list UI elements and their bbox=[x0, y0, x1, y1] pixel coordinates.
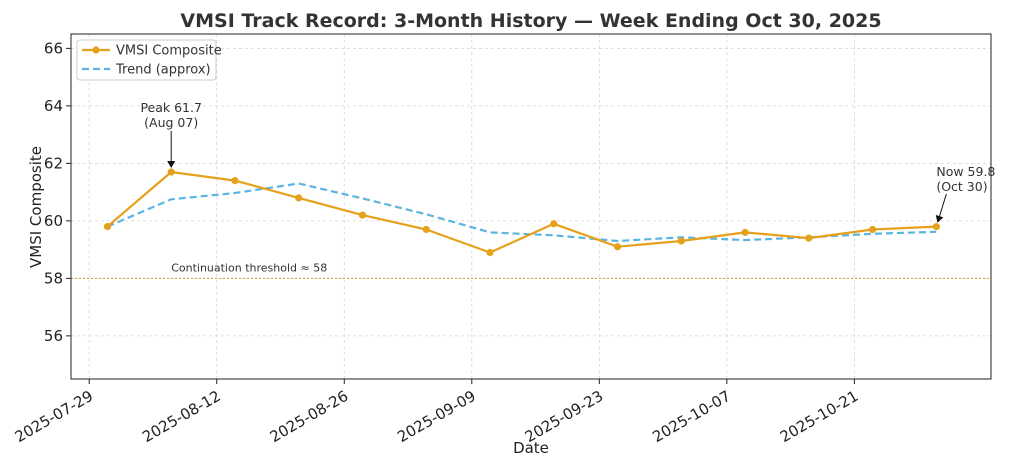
data-point bbox=[295, 194, 303, 202]
annotation-label: Now 59.8 bbox=[936, 164, 995, 179]
data-point bbox=[103, 223, 112, 231]
chart-title: VMSI Track Record: 3-Month History — Wee… bbox=[180, 10, 881, 32]
data-point bbox=[358, 211, 367, 219]
x-tick-label: 2025-08-12 bbox=[139, 387, 224, 446]
annotation-label: Peak 61.7 bbox=[140, 100, 202, 115]
y-tick-label: 64 bbox=[44, 97, 63, 115]
series-line bbox=[106, 182, 937, 243]
annotations: Peak 61.7(Aug 07) Now 59.8(Oct 30) bbox=[140, 100, 995, 223]
data-point bbox=[805, 234, 813, 242]
data-point bbox=[486, 248, 494, 257]
threshold-label: Continuation threshold ≈ 58 bbox=[171, 261, 327, 274]
x-tick-label: 2025-09-23 bbox=[522, 387, 607, 446]
y-axis: 56 58 60 62 64 66 bbox=[44, 39, 71, 345]
x-tick-label: 2025-07-29 bbox=[12, 387, 97, 446]
data-point bbox=[550, 220, 558, 228]
data-point bbox=[231, 177, 239, 185]
grid bbox=[71, 34, 991, 379]
y-tick-label: 66 bbox=[44, 39, 63, 57]
data-point bbox=[741, 228, 749, 236]
annotation-label: (Aug 07) bbox=[144, 115, 198, 130]
legend-box bbox=[76, 39, 217, 81]
x-tick-label: 2025-10-07 bbox=[649, 387, 734, 446]
y-tick-label: 62 bbox=[44, 154, 63, 172]
legend-label: VMSI Composite bbox=[116, 44, 222, 59]
legend-marker bbox=[92, 46, 100, 54]
y-axis-label: VMSI Composite bbox=[27, 146, 45, 268]
x-tick-label: 2025-09-09 bbox=[394, 387, 479, 446]
threshold-line-group: Continuation threshold ≈ 58 bbox=[71, 261, 991, 279]
y-tick-label: 60 bbox=[44, 212, 63, 230]
annotation-label: (Oct 30) bbox=[936, 179, 987, 194]
legend-label: Trend (approx) bbox=[115, 63, 211, 78]
x-axis-label: Date bbox=[513, 439, 549, 457]
series-line bbox=[106, 170, 937, 254]
data-point bbox=[868, 225, 877, 234]
data-point bbox=[677, 237, 685, 245]
legend: VMSI Composite Trend (approx) bbox=[76, 39, 222, 81]
data-point bbox=[613, 243, 622, 251]
annotation-arrow bbox=[935, 193, 947, 223]
data-point bbox=[167, 168, 175, 176]
x-tick-label: 2025-10-21 bbox=[777, 387, 862, 446]
data-point bbox=[422, 225, 430, 234]
plot-frame bbox=[70, 33, 992, 380]
y-tick-label: 56 bbox=[44, 327, 63, 345]
series-layer bbox=[103, 168, 940, 257]
x-axis: 2025-07-29 2025-08-12 2025-08-26 2025-09-09… bbox=[12, 379, 862, 446]
data-point bbox=[932, 223, 940, 231]
x-tick-label: 2025-08-26 bbox=[267, 387, 352, 446]
y-tick-label: 58 bbox=[44, 269, 63, 287]
